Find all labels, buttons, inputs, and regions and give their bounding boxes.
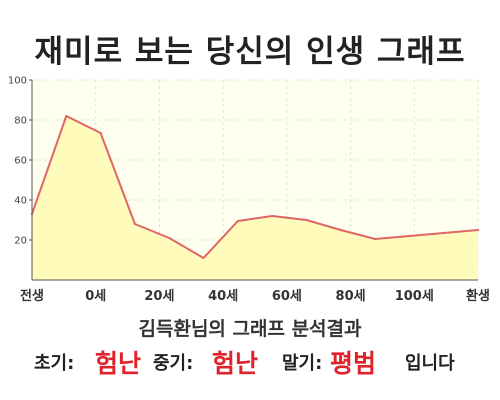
y-tick-label: 40 <box>14 196 27 207</box>
x-tick-label: 전생 <box>20 288 44 304</box>
x-tick-label: 100세 <box>395 289 434 304</box>
x-tick-label: 80세 <box>336 289 366 304</box>
middle-value: 험난 <box>212 349 259 378</box>
series-line-segment <box>168 237 205 259</box>
series-line-segment <box>133 223 171 239</box>
late-value: 평범 <box>330 349 377 378</box>
series-line-segment <box>408 232 445 237</box>
x-tick-label: 0세 <box>85 289 106 304</box>
data-point <box>133 223 136 225</box>
y-tick-label: 60 <box>14 156 27 167</box>
late-label: 말기: <box>282 353 323 374</box>
data-point <box>65 115 68 117</box>
series-line-segment <box>31 115 68 215</box>
series-line-segment <box>65 115 102 134</box>
early-label: 초기: <box>34 353 75 374</box>
data-point <box>339 229 342 231</box>
series-line-segment <box>339 229 377 240</box>
analysis-result: 초기: 험난 중기: 험난 말기: 평범 입니다 <box>0 347 500 381</box>
early-value: 험난 <box>95 349 142 378</box>
data-point <box>442 232 445 234</box>
data-point <box>374 238 377 240</box>
series-line-segment <box>202 220 239 259</box>
data-point <box>408 235 411 237</box>
middle-label: 중기: <box>153 353 194 374</box>
data-point <box>99 132 102 134</box>
series-line-segment <box>99 132 136 225</box>
y-tick-label: 20 <box>14 236 27 247</box>
data-point <box>236 220 239 222</box>
result-ending: 입니다 <box>405 353 455 374</box>
x-tick-label: 20세 <box>144 289 174 304</box>
data-point <box>477 229 479 231</box>
chart-title: 재미로 보는 당신의 인생 그래프 <box>34 34 466 70</box>
area-fill <box>32 116 478 280</box>
data-point <box>202 257 205 259</box>
x-tick-label: 40세 <box>208 289 238 304</box>
data-point <box>168 237 171 239</box>
y-tick-label: 100 <box>8 76 27 87</box>
analysis-summary: 김득환님의 그래프 분석결과 <box>138 318 362 340</box>
series-line-segment <box>271 215 308 221</box>
data-point <box>305 219 308 221</box>
data-point <box>271 215 274 217</box>
y-tick-label: 80 <box>14 116 27 127</box>
series-line-segment <box>236 215 274 222</box>
series-line-segment <box>442 229 479 234</box>
series-line-segment <box>374 235 411 240</box>
x-tick-label: 환생 <box>466 288 490 304</box>
series-line-segment <box>305 219 342 231</box>
x-tick-label: 60세 <box>272 289 302 304</box>
